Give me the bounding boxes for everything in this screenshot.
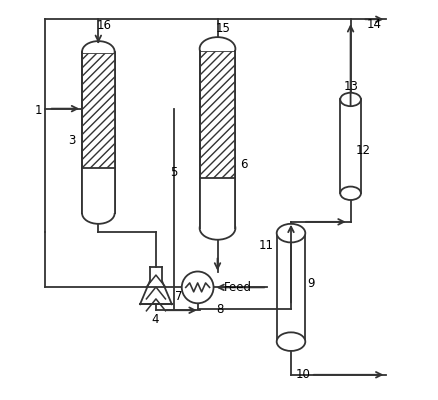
Bar: [82, 168, 114, 213]
Text: 7: 7: [174, 290, 182, 303]
Bar: [82, 52, 114, 213]
Ellipse shape: [82, 203, 114, 224]
Text: 4: 4: [151, 313, 159, 326]
Ellipse shape: [276, 332, 304, 351]
Text: 13: 13: [343, 80, 358, 93]
Circle shape: [181, 272, 213, 303]
Ellipse shape: [199, 37, 235, 60]
Text: 11: 11: [258, 239, 273, 252]
Bar: [199, 50, 235, 178]
Text: 9: 9: [307, 277, 314, 290]
Text: 15: 15: [215, 22, 230, 35]
Text: 16: 16: [97, 19, 112, 32]
Text: 14: 14: [366, 18, 381, 31]
Text: Feed: Feed: [223, 281, 251, 294]
Bar: [199, 178, 235, 228]
Text: 3: 3: [68, 134, 75, 147]
Text: 12: 12: [355, 144, 370, 157]
Text: 1: 1: [35, 104, 42, 117]
Ellipse shape: [199, 216, 235, 240]
Text: 6: 6: [240, 158, 247, 171]
Ellipse shape: [82, 41, 114, 62]
Bar: [276, 233, 304, 342]
Bar: [82, 53, 114, 168]
Bar: [339, 100, 360, 193]
Text: 8: 8: [215, 303, 223, 316]
Bar: [199, 49, 235, 228]
Ellipse shape: [339, 93, 360, 106]
Text: 5: 5: [170, 166, 177, 179]
Ellipse shape: [339, 186, 360, 200]
Ellipse shape: [276, 224, 304, 242]
Text: 10: 10: [295, 368, 310, 381]
